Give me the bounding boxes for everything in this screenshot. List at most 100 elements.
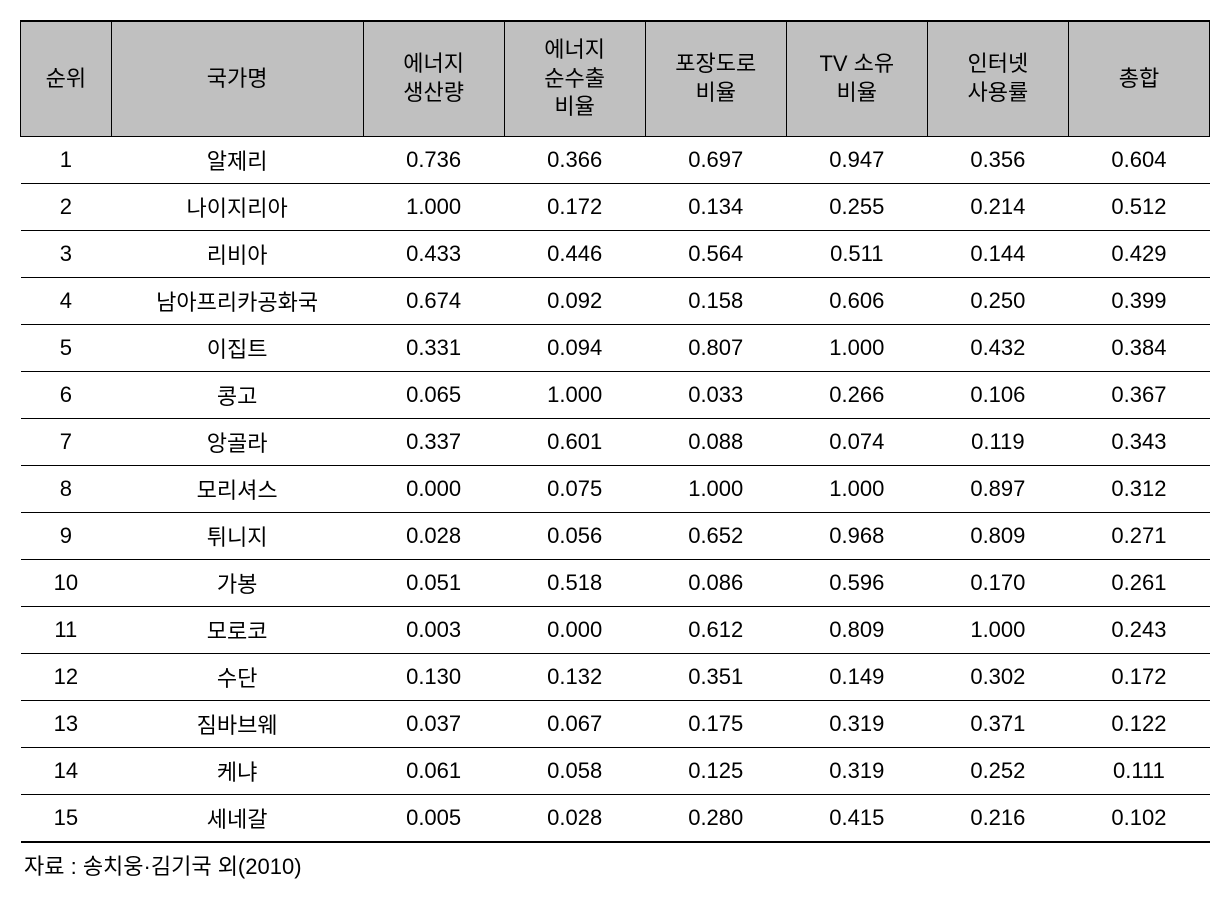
cell-energy_prod: 0.065 xyxy=(363,371,504,418)
cell-energy_prod: 0.674 xyxy=(363,277,504,324)
cell-rank: 7 xyxy=(21,418,112,465)
cell-total: 0.312 xyxy=(1068,465,1209,512)
table-row: 11모로코0.0030.0000.6120.8091.0000.243 xyxy=(21,606,1210,653)
table-row: 10가봉0.0510.5180.0860.5960.1700.261 xyxy=(21,559,1210,606)
cell-energy_export: 0.366 xyxy=(504,136,645,183)
cell-road: 0.125 xyxy=(645,747,786,794)
header-road: 포장도로 비율 xyxy=(645,21,786,136)
cell-energy_prod: 0.051 xyxy=(363,559,504,606)
cell-internet: 0.216 xyxy=(927,794,1068,842)
cell-energy_prod: 0.000 xyxy=(363,465,504,512)
cell-rank: 11 xyxy=(21,606,112,653)
cell-road: 0.652 xyxy=(645,512,786,559)
cell-internet: 0.252 xyxy=(927,747,1068,794)
cell-total: 0.261 xyxy=(1068,559,1209,606)
cell-rank: 4 xyxy=(21,277,112,324)
cell-country: 짐바브웨 xyxy=(111,700,363,747)
cell-energy_export: 0.094 xyxy=(504,324,645,371)
cell-energy_export: 0.058 xyxy=(504,747,645,794)
cell-internet: 0.809 xyxy=(927,512,1068,559)
cell-tv: 1.000 xyxy=(786,324,927,371)
cell-energy_export: 0.601 xyxy=(504,418,645,465)
source-citation: 자료 : 송치웅·김기국 외(2010) xyxy=(20,849,1210,881)
header-total: 총합 xyxy=(1068,21,1209,136)
table-row: 4남아프리카공화국0.6740.0920.1580.6060.2500.399 xyxy=(21,277,1210,324)
cell-country: 케냐 xyxy=(111,747,363,794)
cell-country: 모로코 xyxy=(111,606,363,653)
cell-energy_prod: 0.337 xyxy=(363,418,504,465)
cell-rank: 6 xyxy=(21,371,112,418)
cell-energy_prod: 0.433 xyxy=(363,230,504,277)
header-row: 순위국가명에너지 생산량에너지 순수출 비율포장도로 비율TV 소유 비율인터넷… xyxy=(21,21,1210,136)
cell-energy_export: 1.000 xyxy=(504,371,645,418)
table-row: 1알제리0.7360.3660.6970.9470.3560.604 xyxy=(21,136,1210,183)
cell-country: 앙골라 xyxy=(111,418,363,465)
cell-energy_prod: 0.130 xyxy=(363,653,504,700)
cell-total: 0.122 xyxy=(1068,700,1209,747)
cell-tv: 0.415 xyxy=(786,794,927,842)
cell-internet: 0.170 xyxy=(927,559,1068,606)
cell-energy_export: 0.075 xyxy=(504,465,645,512)
cell-tv: 0.809 xyxy=(786,606,927,653)
cell-energy_prod: 1.000 xyxy=(363,183,504,230)
cell-country: 모리셔스 xyxy=(111,465,363,512)
cell-total: 0.243 xyxy=(1068,606,1209,653)
data-table: 순위국가명에너지 생산량에너지 순수출 비율포장도로 비율TV 소유 비율인터넷… xyxy=(20,20,1210,843)
cell-energy_prod: 0.003 xyxy=(363,606,504,653)
cell-country: 알제리 xyxy=(111,136,363,183)
cell-energy_export: 0.000 xyxy=(504,606,645,653)
cell-internet: 0.250 xyxy=(927,277,1068,324)
cell-internet: 0.356 xyxy=(927,136,1068,183)
cell-road: 0.612 xyxy=(645,606,786,653)
cell-country: 수단 xyxy=(111,653,363,700)
cell-energy_export: 0.067 xyxy=(504,700,645,747)
cell-rank: 5 xyxy=(21,324,112,371)
cell-road: 0.088 xyxy=(645,418,786,465)
cell-total: 0.172 xyxy=(1068,653,1209,700)
header-tv: TV 소유 비율 xyxy=(786,21,927,136)
cell-road: 0.697 xyxy=(645,136,786,183)
cell-rank: 3 xyxy=(21,230,112,277)
cell-tv: 0.074 xyxy=(786,418,927,465)
table-row: 13짐바브웨0.0370.0670.1750.3190.3710.122 xyxy=(21,700,1210,747)
cell-rank: 2 xyxy=(21,183,112,230)
table-row: 2나이지리아1.0000.1720.1340.2550.2140.512 xyxy=(21,183,1210,230)
cell-energy_export: 0.172 xyxy=(504,183,645,230)
cell-energy_export: 0.028 xyxy=(504,794,645,842)
cell-rank: 9 xyxy=(21,512,112,559)
header-energy_export: 에너지 순수출 비율 xyxy=(504,21,645,136)
cell-internet: 0.432 xyxy=(927,324,1068,371)
cell-road: 0.086 xyxy=(645,559,786,606)
cell-total: 0.399 xyxy=(1068,277,1209,324)
cell-rank: 10 xyxy=(21,559,112,606)
cell-road: 0.280 xyxy=(645,794,786,842)
header-country: 국가명 xyxy=(111,21,363,136)
cell-internet: 0.106 xyxy=(927,371,1068,418)
cell-energy_prod: 0.331 xyxy=(363,324,504,371)
cell-road: 0.033 xyxy=(645,371,786,418)
cell-tv: 0.319 xyxy=(786,700,927,747)
cell-total: 0.102 xyxy=(1068,794,1209,842)
cell-rank: 14 xyxy=(21,747,112,794)
cell-tv: 0.149 xyxy=(786,653,927,700)
cell-energy_prod: 0.061 xyxy=(363,747,504,794)
cell-internet: 1.000 xyxy=(927,606,1068,653)
cell-energy_export: 0.132 xyxy=(504,653,645,700)
cell-country: 세네갈 xyxy=(111,794,363,842)
cell-total: 0.111 xyxy=(1068,747,1209,794)
cell-country: 이집트 xyxy=(111,324,363,371)
cell-rank: 1 xyxy=(21,136,112,183)
table-row: 9튀니지0.0280.0560.6520.9680.8090.271 xyxy=(21,512,1210,559)
cell-energy_prod: 0.736 xyxy=(363,136,504,183)
cell-internet: 0.302 xyxy=(927,653,1068,700)
cell-road: 0.175 xyxy=(645,700,786,747)
cell-internet: 0.897 xyxy=(927,465,1068,512)
cell-country: 튀니지 xyxy=(111,512,363,559)
cell-tv: 0.266 xyxy=(786,371,927,418)
table-row: 15세네갈0.0050.0280.2800.4150.2160.102 xyxy=(21,794,1210,842)
cell-total: 0.367 xyxy=(1068,371,1209,418)
cell-energy_export: 0.056 xyxy=(504,512,645,559)
cell-country: 가봉 xyxy=(111,559,363,606)
table-row: 6콩고0.0651.0000.0330.2660.1060.367 xyxy=(21,371,1210,418)
cell-tv: 0.319 xyxy=(786,747,927,794)
